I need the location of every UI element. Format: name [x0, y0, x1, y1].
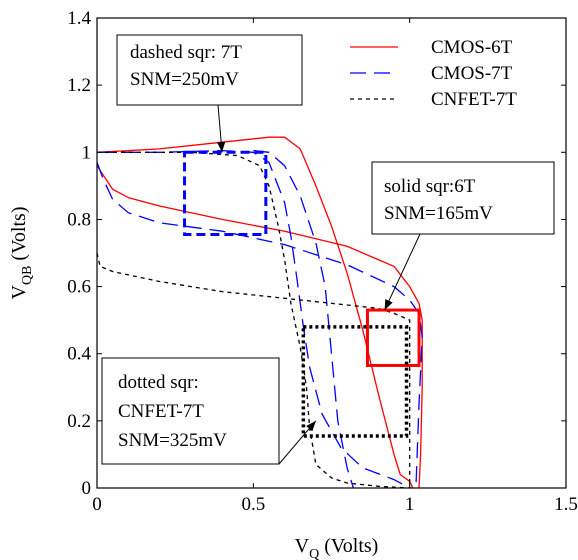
series-cnfet-7t-curve-1 — [97, 151, 410, 489]
y-tick-label: 1.4 — [67, 8, 91, 29]
y-tick-label: 1.2 — [67, 75, 91, 96]
annotation-text: SNM=250mV — [130, 69, 239, 90]
legend-label: CNFET-7T — [431, 89, 517, 110]
arrowhead — [384, 299, 393, 311]
annotation-text: dashed sqr: 7T — [130, 42, 242, 63]
annotation-box — [101, 357, 280, 465]
annotation-box — [116, 34, 303, 106]
annotation-text: SNM=325mV — [118, 430, 227, 451]
dotted-sqr-square — [301, 325, 409, 438]
x-tick-label: 1.5 — [554, 494, 578, 515]
legend-label: CMOS-7T — [431, 63, 513, 84]
dashed-sqr-square — [183, 150, 268, 237]
y-tick-label: 0.2 — [67, 411, 91, 432]
axes-frame — [96, 17, 567, 489]
x-tick-label: 0 — [92, 494, 102, 515]
y-axis-label: VQB (Volts) — [8, 207, 35, 300]
y-tick-label: 0.6 — [67, 277, 91, 298]
series-cmos-6t-curve-2 — [96, 165, 423, 489]
annotation-text: SNM=165mV — [384, 203, 493, 224]
solid-sqr-square — [365, 308, 421, 367]
y-tick-label: 0.8 — [67, 209, 91, 230]
annotations-layer: dashed sqr: 7T SNM=250mV solid sqr:6T SNM=1… — [101, 34, 555, 465]
annotation-text: dotted sqr: — [118, 372, 199, 393]
series-cmos-6t-curve-1 — [96, 136, 414, 489]
annotation-text: solid sqr:6T — [384, 176, 476, 197]
x-tick-label: 1 — [405, 494, 415, 515]
arrowhead — [306, 420, 316, 432]
series-cmos-7t-curve-3 — [253, 149, 355, 489]
annotation-arrow — [384, 233, 421, 311]
legend-label: CMOS-6T — [431, 37, 513, 58]
annotation-text: CNFET-7T — [118, 401, 204, 422]
y-tick-label: 1 — [82, 142, 92, 163]
series-cmos-7t-curve-2 — [96, 162, 423, 489]
series-cnfet-7t-curve-2 — [96, 252, 411, 488]
squares-layer — [183, 150, 421, 438]
x-axis-label: VQ (Volts) — [295, 535, 379, 560]
y-tick-label: 0.4 — [67, 344, 91, 365]
ticks-layer: 0 0.5 1 1.5 0 0.2 0.4 0.6 0.8 1 1.2 1.4 — [67, 8, 578, 515]
x-tick-label: 0.5 — [241, 494, 265, 515]
legend: CMOS-6T CMOS-7T CNFET-7T — [350, 37, 517, 110]
arrowhead — [217, 141, 226, 153]
y-tick-label: 0 — [82, 478, 92, 499]
annotation-box — [371, 161, 555, 235]
